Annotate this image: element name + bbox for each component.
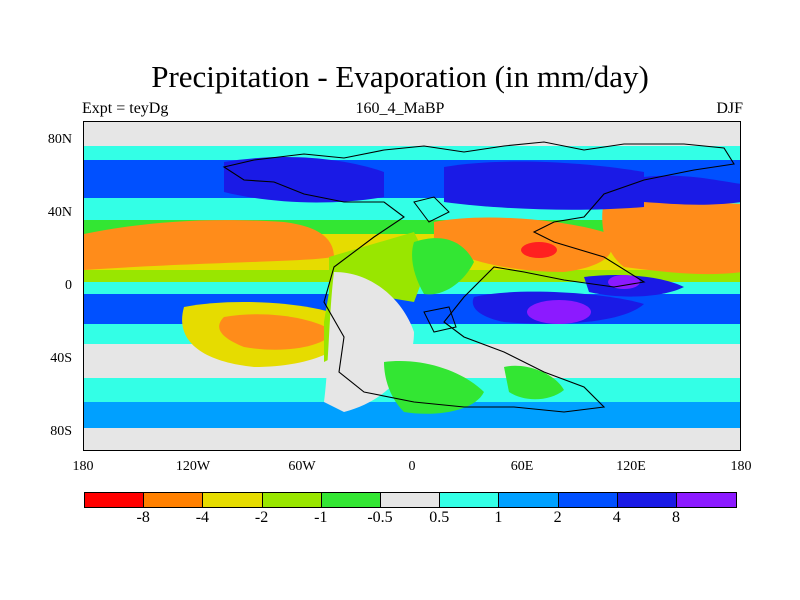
colorbar-label: -0.5 (367, 509, 393, 526)
colorbar-swatch (499, 493, 559, 507)
season-label: DJF (716, 100, 743, 117)
precip-evap-field (84, 122, 740, 450)
colorbar-label: 0.5 (429, 509, 450, 526)
colorbar-label: 2 (553, 509, 562, 526)
lat-tick-label: 80N (47, 132, 72, 147)
colorbar-label: -8 (136, 509, 150, 526)
central-pangaea-green (412, 238, 474, 295)
colorbar (84, 492, 738, 508)
colorbar-swatch (558, 493, 618, 507)
colorbar-swatch (440, 493, 500, 507)
colorbar-swatch (85, 493, 145, 507)
lat-tick-label: 40S (50, 351, 72, 366)
arctic-band (84, 122, 740, 146)
lon-tick-label: 60E (510, 459, 534, 474)
east-asia-wet (644, 175, 740, 205)
colorbar-label: 8 (672, 509, 680, 526)
lat-tick-label: 0 (65, 278, 72, 293)
colorbar-label: -4 (195, 509, 210, 526)
tethys-dry-zone (434, 217, 612, 272)
lat-tick-label: 80S (50, 424, 72, 439)
colorbar-label: -2 (254, 509, 269, 526)
colorbar-label: -1 (314, 509, 328, 526)
colorbar-swatch (321, 493, 381, 507)
lon-tick-label: 120W (175, 459, 211, 474)
continent-coastline (222, 141, 735, 413)
south-pacific-dry-core (219, 314, 334, 350)
chart-title: Precipitation - Evaporation (in mm/day) (151, 59, 649, 94)
colorbar-swatch (203, 493, 263, 507)
island-outline-2 (423, 306, 457, 333)
lon-tick-label: 120E (616, 459, 646, 474)
indian-ocean-max-wet (527, 300, 591, 324)
colorbar-label: 1 (494, 509, 503, 526)
colorbar-swatch (380, 493, 441, 507)
north-pacific-dry-core (84, 236, 234, 262)
period-label: 160_4_MaBP (355, 100, 445, 117)
subarctic-cyan-band (84, 146, 740, 160)
experiment-label: Expt = teyDg (82, 100, 169, 117)
antarctic-band (84, 428, 740, 450)
island-outline (413, 196, 450, 223)
lon-tick-label: 0 (408, 459, 416, 474)
north-america-wet (224, 157, 384, 203)
colorbar-swatch (676, 493, 737, 507)
lon-tick-label: 60W (288, 459, 316, 474)
lon-tick-label: 180 (72, 459, 94, 474)
colorbar-swatch (144, 493, 204, 507)
colorbar-label: 4 (612, 509, 621, 526)
south-east-green (504, 365, 564, 400)
colorbar-swatch (617, 493, 677, 507)
tethys-dry-core (521, 242, 557, 258)
colorbar-swatch (262, 493, 322, 507)
lat-tick-label: 40N (47, 205, 72, 220)
eurasia-wet (444, 161, 644, 210)
map-plot-area (83, 121, 741, 451)
east-dry-zone (602, 199, 740, 275)
west-pacific-max-wet (608, 275, 640, 289)
lon-tick-label: 180 (730, 459, 752, 474)
